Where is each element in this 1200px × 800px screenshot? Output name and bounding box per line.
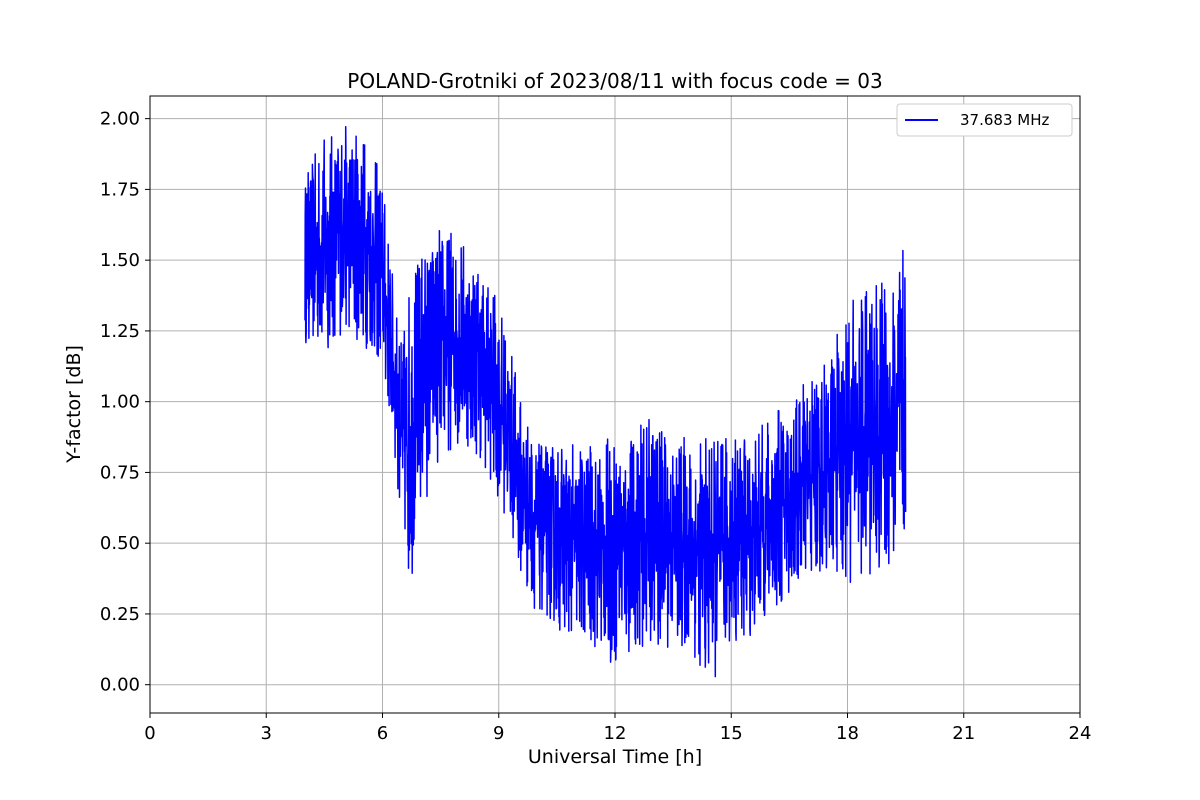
x-axis-title: Universal Time [h] (528, 746, 702, 768)
x-tick-label: 0 (144, 723, 155, 744)
y-tick-label: 2.00 (100, 109, 140, 130)
chart-title: POLAND-Grotniki of 2023/08/11 with focus… (347, 69, 882, 93)
y-tick-label: 0.50 (100, 533, 140, 554)
y-tick-label: 1.25 (100, 321, 140, 342)
y-tick-label: 1.75 (100, 179, 140, 200)
y-tick-label: 0.00 (100, 675, 140, 696)
legend: 37.683 MHz (896, 103, 1073, 137)
x-tick-label: 9 (493, 723, 504, 744)
y-tick-label: 0.25 (100, 604, 140, 625)
x-tick-label: 24 (1069, 723, 1092, 744)
y-tick-label: 1.50 (100, 250, 140, 271)
series-37683-mhz (304, 126, 907, 678)
y-tick-label: 0.75 (100, 462, 140, 483)
x-tick-label: 12 (604, 723, 627, 744)
y-axis: 0.00 0.25 0.50 0.75 1.00 1.25 1.50 1.75 2.00 (100, 109, 150, 696)
y-tick-label: 1.00 (100, 392, 140, 413)
x-tick-label: 21 (952, 723, 975, 744)
legend-label: 37.683 MHz (960, 111, 1049, 129)
x-tick-label: 15 (720, 723, 743, 744)
legend-box (896, 103, 1073, 137)
series-line (304, 126, 907, 678)
x-tick-label: 18 (836, 723, 859, 744)
x-axis: 0 3 6 9 12 15 18 21 24 (144, 713, 1091, 744)
x-tick-label: 3 (261, 723, 272, 744)
x-tick-label: 6 (377, 723, 388, 744)
y-axis-title: Y-factor [dB] (63, 345, 85, 464)
